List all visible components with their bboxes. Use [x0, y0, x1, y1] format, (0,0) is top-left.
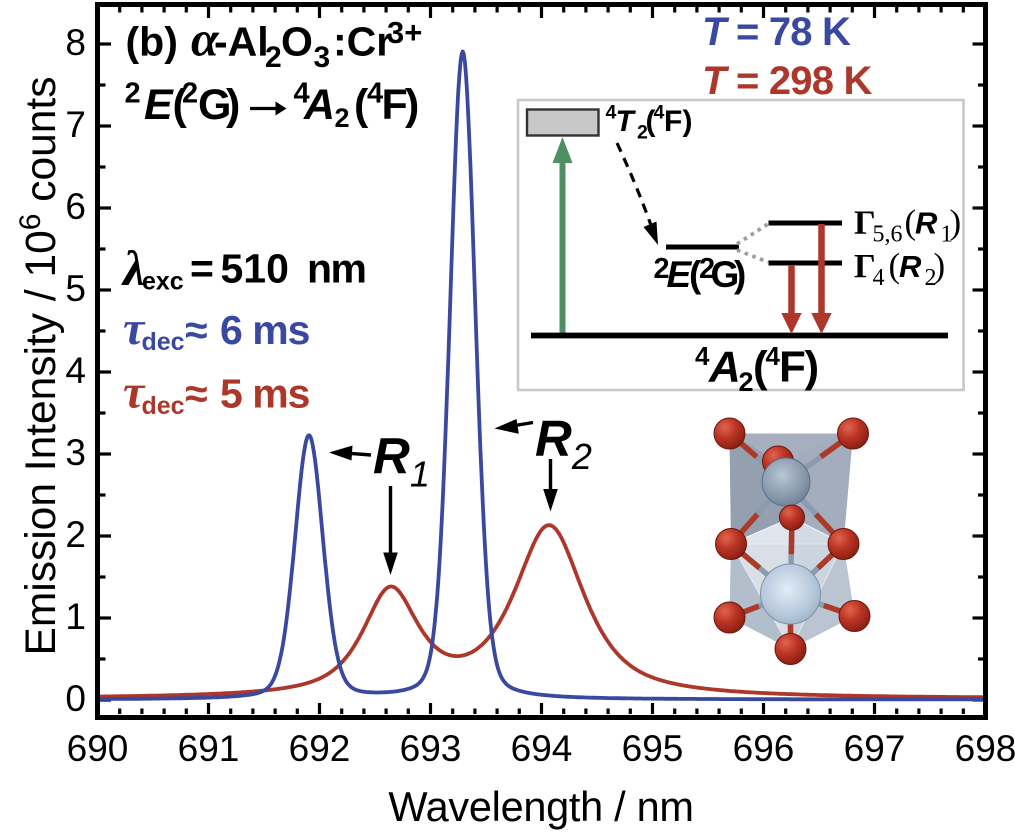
svg-text:694: 694 — [511, 728, 573, 769]
svg-text:α-Al2O3:Cr3+: α-Al2O3:Cr3+ — [191, 11, 422, 75]
svg-text:693: 693 — [400, 728, 462, 769]
svg-text:Emission Intensity / 106 count: Emission Intensity / 106 counts — [14, 77, 65, 656]
svg-text:Γ4(R2): Γ4 (R 2) — [854, 246, 945, 291]
svg-text:2E(2G): 2E(2G) — [654, 253, 747, 295]
svg-text:4T2(4F): 4T 2(4F) — [606, 101, 693, 143]
svg-text:Wavelength / nm: Wavelength / nm — [388, 783, 693, 830]
svg-text:τdec≈6 ms: τdec≈ 6 ms — [123, 302, 310, 356]
svg-text:691: 691 — [178, 728, 240, 769]
svg-text:3: 3 — [65, 432, 86, 473]
svg-text:(b): (b) — [126, 19, 178, 65]
svg-text:6: 6 — [65, 186, 86, 227]
svg-text:1: 1 — [65, 596, 86, 637]
svg-text:2E(2G)4A2(4F): 2E(2G) 4A2 (4F) — [125, 77, 420, 133]
svg-text:692: 692 — [289, 728, 351, 769]
svg-text:695: 695 — [622, 728, 684, 769]
svg-text:4A2(4F): 4A2(4F) — [695, 341, 819, 397]
svg-text:4: 4 — [65, 350, 86, 391]
svg-text:7: 7 — [65, 104, 86, 145]
svg-text:0: 0 — [65, 678, 86, 719]
svg-text:Γ5,6(R1): Γ5,6(R 1) — [854, 202, 961, 247]
svg-text:698: 698 — [955, 728, 1015, 769]
svg-text:2: 2 — [65, 514, 86, 555]
svg-text:690: 690 — [67, 728, 129, 769]
svg-text:T = 78 K: T = 78 K — [702, 10, 851, 54]
svg-text:τdec≈5 ms: τdec≈ 5 ms — [123, 366, 310, 420]
svg-text:697: 697 — [844, 728, 906, 769]
svg-text:5: 5 — [65, 268, 86, 309]
svg-text:8: 8 — [65, 22, 86, 63]
svg-text:696: 696 — [733, 728, 795, 769]
svg-text:T = 298 K: T = 298 K — [702, 59, 872, 103]
